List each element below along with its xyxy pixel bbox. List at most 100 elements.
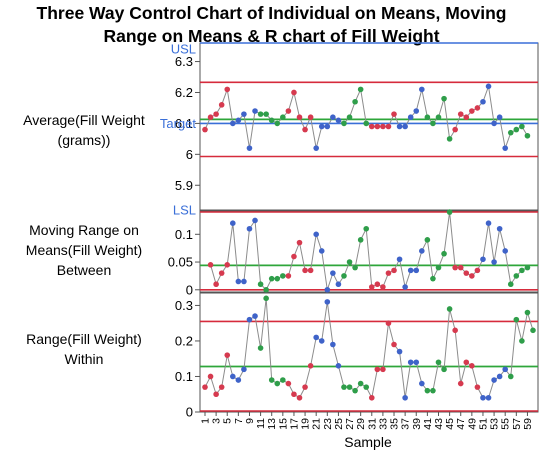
means-point [229,120,236,127]
range-point [318,338,325,344]
means-point [263,111,269,117]
range-point [469,363,475,369]
means-point [485,83,492,90]
range-point [530,327,536,334]
means-y-tick-label: 6.2 [175,85,193,100]
moving-range-frame [199,210,539,293]
range-point [246,316,253,323]
moving-range-point [491,259,497,265]
range-point [407,359,414,366]
range-point [357,380,364,387]
range-point [385,320,392,326]
range-point [285,380,292,387]
range-point [352,387,358,394]
means-y-tick-label: 6.1 [175,116,193,131]
range-point [519,338,525,344]
x-tick-label: 41 [422,418,434,430]
moving-range-point [452,264,458,271]
means-point [469,108,475,114]
means-point [491,120,497,127]
means-point [341,120,347,127]
moving-range-point [419,248,425,254]
spec-limit-label-lsl: LSL [173,203,196,218]
means-point [241,111,247,117]
means-point [346,114,353,121]
range-point [502,366,509,373]
means-ylabel-line-2: (grams)) [57,132,111,148]
moving-range-point [207,262,214,268]
moving-range-point [480,256,486,263]
range-point [202,384,208,390]
moving-range-ylabel: Moving Range on Means(Fill Weight) Betwe… [0,220,168,280]
means-y-tick-label: 5.9 [175,178,193,193]
x-tick-label: 27 [344,418,356,430]
means-point [524,132,531,139]
means-series-line [204,86,528,151]
means-point [385,123,392,130]
moving-range-point [413,267,420,274]
moving-range-point [357,237,364,243]
x-tick-label: 57 [511,418,523,430]
range-point [302,384,308,390]
moving-range-point [524,264,531,271]
moving-range-point [435,264,442,271]
moving-range-point [507,281,514,288]
moving-range-point [296,239,303,246]
x-tick-label: 39 [411,418,423,430]
x-tick-label: 35 [389,418,401,430]
moving-range-point [502,248,509,254]
range-y-tick-label: 0.2 [175,333,193,348]
x-tick-label: 21 [311,418,323,430]
moving-range-point [257,281,264,288]
means-point [402,123,408,130]
moving-range-point [224,262,231,268]
x-axis: 1 3 5 7 9 11 13 15 17 19 21 23 25 27 29 31 33 35 37 39 41 43 4… [200,412,534,430]
range-ylabel-line-2: Within [64,351,104,367]
moving-range-y-tick-label: 0.1 [175,227,193,242]
means-point [280,114,286,121]
moving-range-point [474,267,481,274]
range-point [296,394,303,401]
moving-range-point [324,286,331,293]
range-point [496,373,503,380]
moving-range-ylabel-line-3: Between [56,262,112,278]
range-point [368,394,375,401]
moving-range-point [213,281,219,288]
range-point [341,384,347,390]
means-ylabel-line-1: Average(Fill Weight [23,112,145,128]
x-tick-label: 15 [277,418,289,430]
means-point [452,126,458,133]
moving-range-y-tick-label: 0 [186,282,193,297]
moving-range-point [246,225,253,232]
range-series-line [204,298,534,400]
x-tick-label: 59 [522,418,534,430]
means-point [374,123,381,130]
x-tick-label: 47 [455,418,467,430]
moving-range-point [368,284,375,290]
range-point [480,394,486,401]
moving-range-point [280,273,286,279]
moving-range-point [519,267,525,274]
moving-range-point [235,278,242,285]
means-y-tick-label: 6 [186,147,193,162]
means-point [363,120,370,127]
means-point [502,145,509,151]
moving-range-point [268,275,275,282]
moving-range-point [218,270,225,276]
moving-range-point [446,209,453,215]
means-point [352,98,358,105]
x-tick-label: 45 [444,418,456,430]
range-y-tick-label: 0 [186,405,193,420]
means-point [368,123,375,130]
x-tick-label: 19 [300,418,312,430]
means-point [207,114,214,121]
range-panel: 0 0.1 0.2 0.3 [175,292,539,420]
x-tick-label: 37 [400,418,412,430]
means-point [430,120,436,127]
means-point [285,108,292,114]
x-axis-label: Sample [344,434,392,450]
moving-range-point [313,231,319,238]
moving-range-point [352,264,358,271]
range-point [307,363,314,369]
means-point [202,126,208,133]
